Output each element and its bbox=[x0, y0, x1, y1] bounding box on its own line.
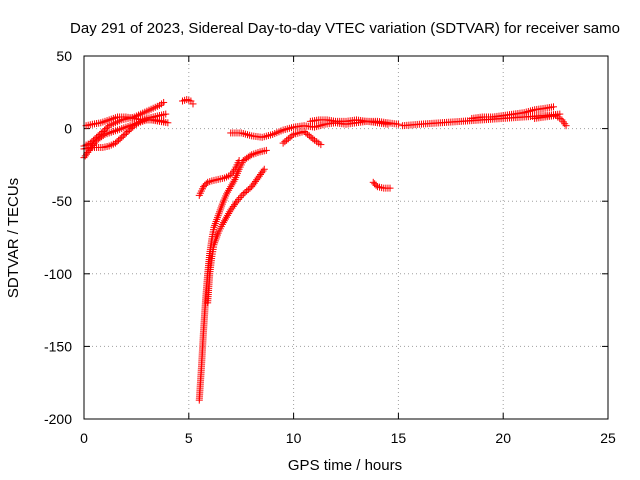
x-tick-label: 20 bbox=[495, 430, 511, 446]
x-tick-label: 25 bbox=[600, 430, 616, 446]
data-point bbox=[550, 103, 558, 111]
data-point bbox=[121, 130, 129, 138]
data-point bbox=[307, 133, 315, 141]
y-tick-label: -200 bbox=[44, 411, 72, 427]
data-point bbox=[224, 211, 232, 219]
data-point bbox=[160, 117, 168, 125]
x-tick-label: 0 bbox=[80, 430, 88, 446]
data-point bbox=[113, 138, 121, 146]
x-tick-label: 5 bbox=[185, 430, 193, 446]
x-tick-label: 10 bbox=[286, 430, 302, 446]
data-point bbox=[160, 98, 168, 106]
data-point bbox=[122, 129, 130, 137]
data-point bbox=[309, 135, 317, 143]
data-point bbox=[300, 128, 308, 136]
data-point bbox=[259, 167, 267, 175]
data-point bbox=[228, 181, 236, 189]
data-point bbox=[232, 199, 240, 207]
data-point bbox=[284, 135, 292, 143]
data-point bbox=[230, 177, 238, 185]
data-point bbox=[164, 119, 172, 127]
data-point bbox=[283, 136, 291, 144]
data-point bbox=[279, 139, 287, 147]
data-point bbox=[189, 100, 197, 108]
data-point bbox=[229, 179, 237, 187]
data-point bbox=[91, 138, 99, 146]
data-point bbox=[562, 122, 570, 130]
x-axis-label: GPS time / hours bbox=[288, 457, 402, 474]
data-point bbox=[162, 110, 170, 118]
data-point bbox=[235, 157, 243, 165]
data-point bbox=[226, 208, 234, 216]
data-point bbox=[104, 123, 112, 131]
y-tick-label: -150 bbox=[44, 338, 72, 354]
x-tick-label: 15 bbox=[391, 430, 407, 446]
data-point bbox=[227, 183, 235, 191]
data-point bbox=[220, 217, 228, 225]
data-point bbox=[233, 197, 241, 205]
data-points bbox=[80, 96, 570, 404]
data-point bbox=[102, 125, 110, 133]
data-point bbox=[246, 152, 254, 160]
y-tick-label: -50 bbox=[52, 193, 72, 209]
data-point bbox=[224, 188, 232, 196]
data-point bbox=[302, 129, 310, 137]
data-point bbox=[246, 184, 254, 192]
data-point bbox=[100, 126, 108, 134]
data-point bbox=[305, 132, 313, 140]
data-point bbox=[244, 186, 252, 194]
data-point bbox=[238, 192, 246, 200]
data-point bbox=[243, 187, 251, 195]
data-point bbox=[126, 126, 134, 134]
data-point bbox=[225, 210, 233, 218]
data-point bbox=[235, 195, 243, 203]
data-point bbox=[118, 133, 126, 141]
data-point bbox=[288, 132, 296, 140]
data-point bbox=[239, 190, 247, 198]
data-point bbox=[219, 219, 227, 227]
data-point bbox=[236, 194, 244, 202]
data-point bbox=[223, 190, 231, 198]
y-axis-label: SDTVAR / TECUs bbox=[5, 178, 22, 298]
data-point bbox=[218, 220, 226, 228]
data-point bbox=[386, 184, 394, 192]
data-point bbox=[221, 215, 229, 223]
data-point bbox=[116, 135, 124, 143]
data-point bbox=[119, 132, 127, 140]
data-point bbox=[226, 184, 234, 192]
data-point bbox=[225, 186, 233, 194]
data-point bbox=[304, 130, 312, 138]
data-point bbox=[223, 213, 231, 221]
data-point bbox=[286, 133, 294, 141]
chart-title: Day 291 of 2023, Sidereal Day-to-day VTE… bbox=[70, 20, 620, 37]
data-point bbox=[281, 138, 289, 146]
data-point bbox=[262, 146, 270, 154]
data-point bbox=[260, 165, 268, 173]
data-point bbox=[317, 141, 325, 149]
data-point bbox=[394, 120, 402, 128]
y-tick-label: -100 bbox=[44, 266, 72, 282]
y-tick-label: 0 bbox=[64, 121, 72, 137]
data-point bbox=[241, 188, 249, 196]
plot-frame bbox=[83, 55, 609, 420]
data-point bbox=[99, 132, 107, 140]
y-tick-label: 50 bbox=[56, 48, 72, 64]
data-point bbox=[111, 139, 119, 147]
data-point bbox=[115, 136, 123, 144]
